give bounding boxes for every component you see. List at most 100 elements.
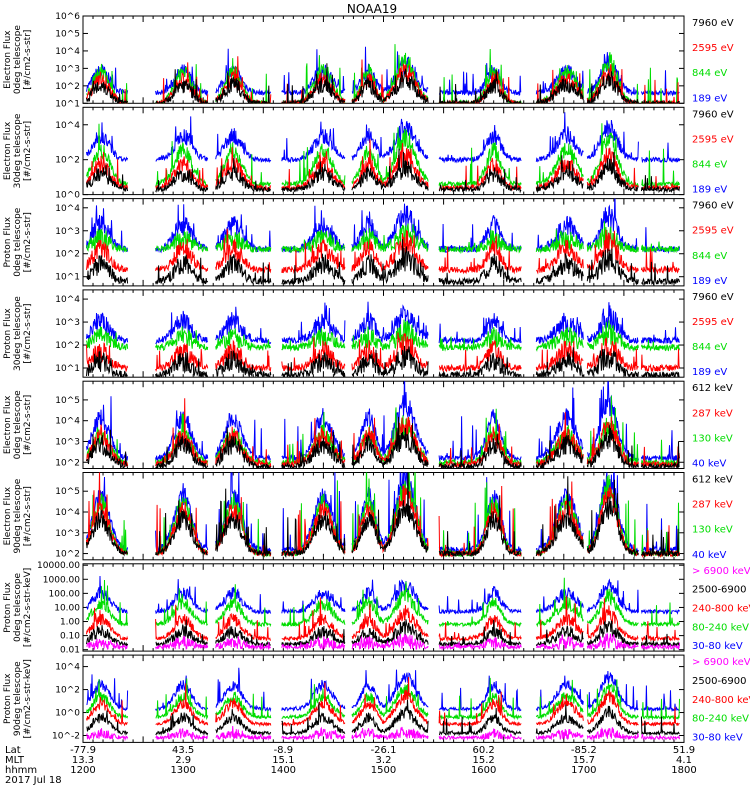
y-tick-label: 10.00 (54, 603, 80, 613)
legend-entry: 7960 eV (692, 109, 734, 120)
y-tick-label: 10^3 (55, 227, 80, 237)
y-tick-label: 10^5 (55, 29, 80, 39)
legend-entry: 189 eV (692, 93, 727, 104)
panel-2: 10^0 10^2 10^4 TEDElectron Flux30deg telesc… (0, 106, 734, 201)
time-label: 1500 (371, 765, 396, 776)
legend-entry: 240-800 keV (692, 603, 750, 614)
series-line--6900-kev (86, 725, 680, 742)
y-axis-label: MEPEDElectron Flux90deg telescope[#/cm2-… (0, 478, 33, 553)
mlt-label: 13.3 (72, 755, 94, 766)
y-tick-label: 1.00 (60, 618, 80, 628)
y-axis-label: TEDProton Flux30deg telescope[#/cm2-s-st… (0, 296, 33, 371)
y-axis-label: TEDProton Flux0deg telescope[#/cm2-s-str… (0, 207, 33, 277)
y-tick-label: 0.01 (60, 646, 80, 656)
time-label: 1700 (571, 765, 596, 776)
y-axis-label: MEPEDElectron Flux0deg telescope[#/cm2-s… (0, 390, 33, 460)
series-line-240-800-kev (86, 595, 680, 643)
legend-entry: 189 eV (692, 276, 727, 287)
legend-entry: 844 eV (692, 251, 727, 262)
y-tick-label: 10^4 (55, 417, 80, 427)
panel-6: 10^2 10^3 10^4 10^5 MEPEDElectron Flux90deg … (0, 472, 733, 561)
y-axis-label-line: TED (0, 233, 3, 252)
y-tick-label: 10^4 (55, 663, 80, 673)
y-tick-label: 10^5 (55, 396, 80, 406)
mlt-label: 15.1 (272, 755, 294, 766)
y-tick-label: 10^2 (55, 341, 80, 351)
series-line-2595-ev (86, 332, 680, 373)
y-axis-label-line: Electron Flux (3, 395, 13, 454)
lat-label: -8.9 (274, 745, 294, 756)
time-label: 1300 (170, 765, 195, 776)
y-tick-label: 1000.00 (43, 575, 80, 585)
series-line-7960-ev (86, 63, 680, 104)
legend-entry: 2500-6900 (692, 585, 747, 596)
legend-entry: 7960 eV (692, 292, 734, 303)
series-line-2595-ev (86, 228, 680, 275)
y-tick-label: 10^4 (55, 47, 80, 57)
y-axis-label: TEDElectron Flux0deg telescope[#/cm2-s-s… (0, 25, 33, 95)
y-axis-label-line: [#/cm2-s-str-keV] (23, 568, 33, 647)
series-line-612-kev (86, 472, 680, 559)
lat-label: 43.5 (172, 745, 194, 756)
y-axis-label-line: 0deg telescope (13, 572, 23, 642)
y-axis-label-line: TED (0, 51, 3, 70)
legend-entry: > 6900 keV (692, 566, 750, 577)
y-axis-label-line: [#/cm2-s-str-keV] (23, 659, 33, 738)
footer-date: 2017 Jul 18 (5, 775, 62, 786)
data-traces (86, 44, 680, 104)
legend-entry: 844 eV (692, 68, 727, 79)
y-tick-label: 100.00 (49, 589, 81, 599)
time-label: 1200 (70, 765, 95, 776)
y-axis-label-line: Electron Flux (3, 30, 13, 89)
legend-entry: 287 keV (692, 500, 733, 511)
legend-entry: 80-240 keV (692, 622, 749, 633)
y-axis-label-line: 30deg telescope (13, 296, 23, 371)
legend-entry: 30-80 keV (692, 732, 743, 743)
series-line-7960-ev (86, 239, 680, 286)
panel-4: 10^1 10^2 10^3 10^4 TEDProton Flux30deg tele… (0, 289, 734, 378)
y-axis-label-line: 0deg telescope (13, 390, 23, 460)
data-traces (86, 472, 680, 559)
data-traces (86, 575, 680, 651)
y-axis-label-line: TED (0, 324, 3, 343)
y-tick-label: 10^2 (55, 82, 80, 92)
y-tick-label: 10^4 (55, 295, 80, 305)
y-tick-label: 10^3 (55, 318, 80, 328)
series-line-612-kev (86, 416, 680, 469)
series-line-189-ev (86, 112, 680, 164)
y-tick-label: 10^0 (55, 709, 80, 719)
lat-label: -85.2 (571, 745, 597, 756)
legend-entry: 2595 eV (692, 134, 734, 145)
y-axis-label-line: MEPED (0, 592, 3, 624)
lat-label: -77.9 (70, 745, 96, 756)
y-tick-label: 10^6 (55, 12, 80, 22)
y-axis-label-line: MEPED (0, 409, 3, 441)
y-axis-label-line: Proton Flux (3, 308, 13, 359)
y-axis-label: TEDElectron Flux30deg telescope[#/cm2-s-… (0, 113, 33, 188)
y-axis-label: MEPEDProton Flux0deg telescope[#/cm2-s-s… (0, 568, 33, 647)
data-traces (86, 667, 680, 742)
series-line-189-ev (86, 301, 680, 346)
y-tick-label: 10^2 (55, 458, 80, 468)
series-line--6900-kev (86, 633, 680, 651)
series-line-80-240-kev (86, 677, 680, 721)
lat-label: 51.9 (673, 745, 695, 756)
y-tick-label: 10^1 (55, 364, 80, 374)
series-line-7960-ev (86, 345, 680, 378)
legend-entry: 7960 eV (692, 201, 734, 212)
mlt-label: 2.9 (175, 755, 191, 766)
time-label: 1600 (471, 765, 496, 776)
legend-entry: 40 keV (692, 459, 726, 470)
y-tick-label: 10^3 (55, 529, 80, 539)
lat-label: -26.1 (371, 745, 397, 756)
panel-8: 10^-2 10^0 10^2 10^4 MEPEDProton Flux90deg t… (0, 654, 750, 743)
y-axis-label-line: Proton Flux (3, 216, 13, 267)
panel-7: 0.01 0.10 1.00 10.00 100.00 1000.00 10000.00 ME… (0, 561, 750, 655)
legend-entry: 7960 eV (692, 18, 734, 29)
legend-entry: 612 keV (692, 475, 733, 486)
mlt-label: 15.7 (573, 755, 595, 766)
series-line-7960-ev (86, 148, 680, 194)
